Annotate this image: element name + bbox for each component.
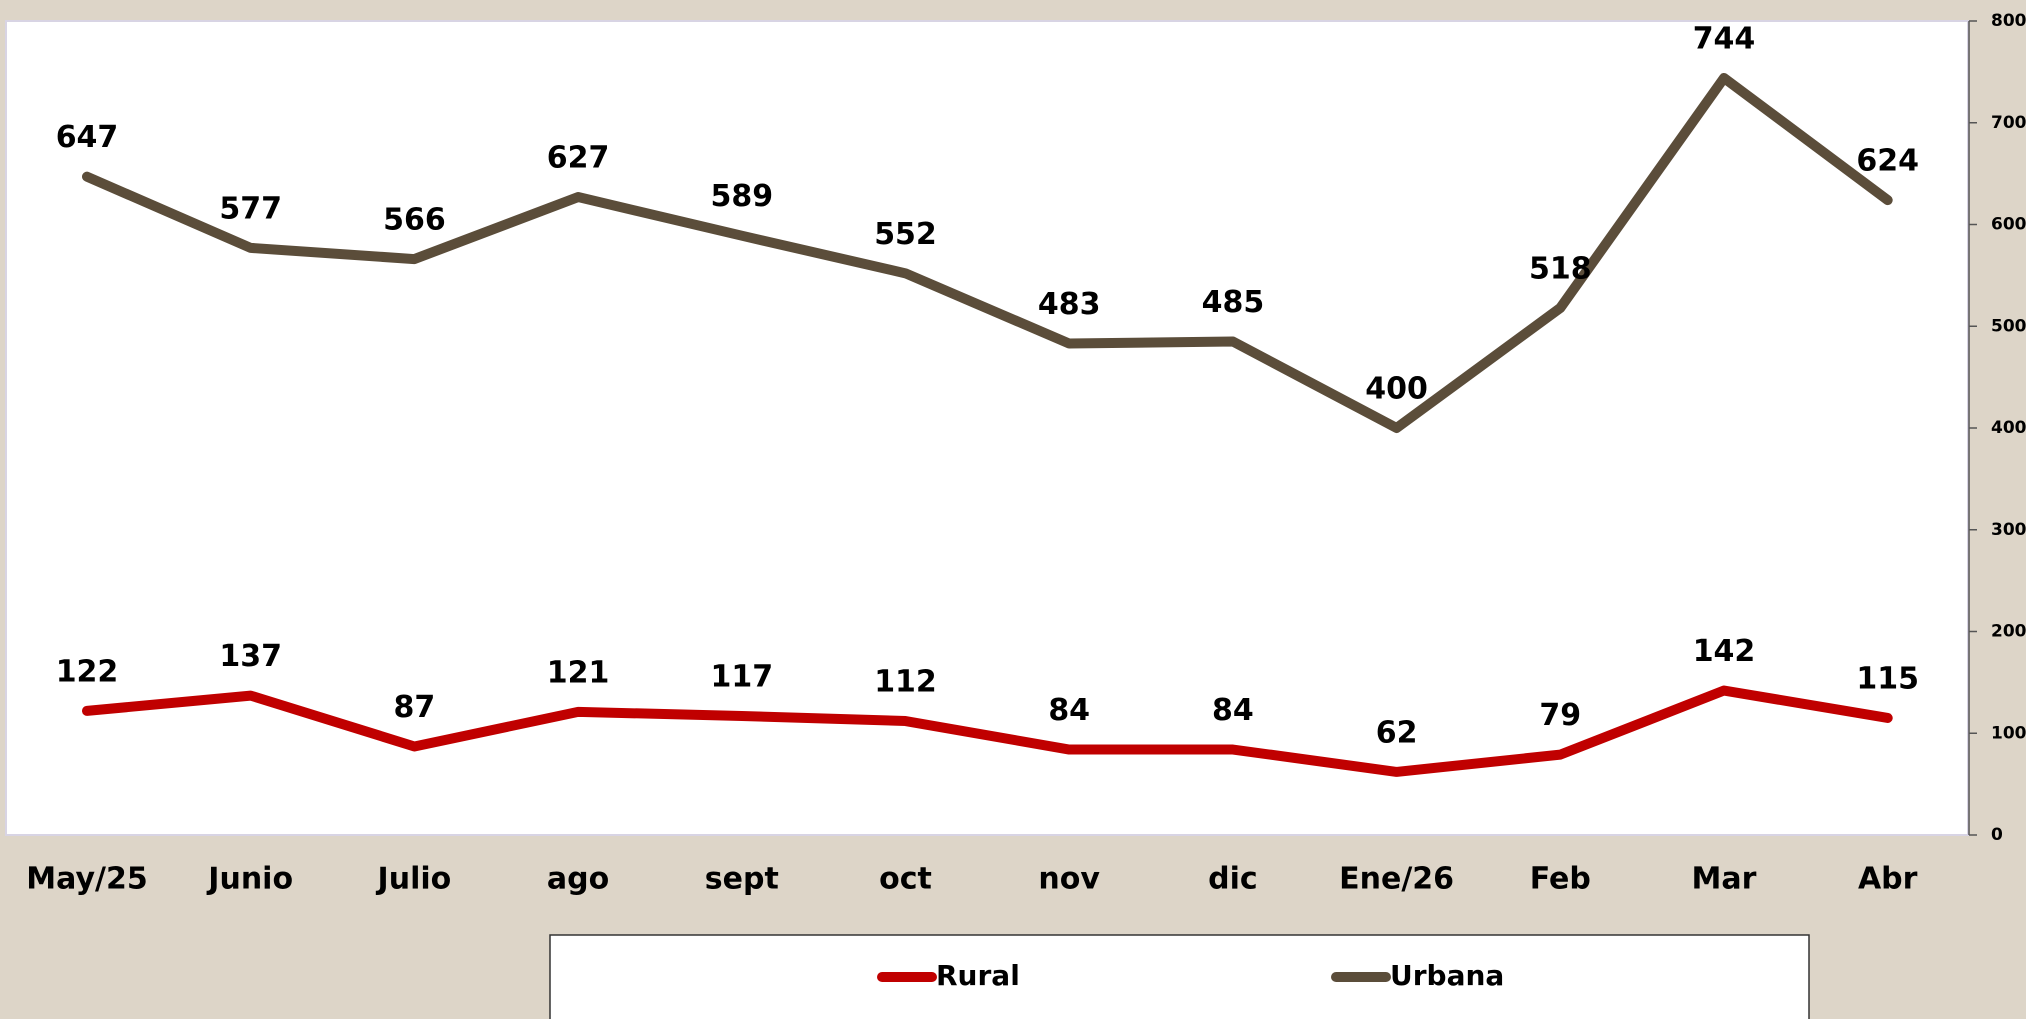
plot-area <box>5 20 1969 836</box>
data-label: 577 <box>219 191 282 226</box>
data-label: 62 <box>1376 715 1418 750</box>
data-label: 647 <box>56 120 119 155</box>
x-tick-label: May/25 <box>26 862 147 897</box>
data-label: 84 <box>1212 693 1254 728</box>
x-tick-label: Mar <box>1692 862 1757 897</box>
legend-label: Rural <box>936 959 1020 992</box>
y-tick-label: 100 <box>1991 723 2026 743</box>
data-label: 566 <box>383 203 446 238</box>
data-label: 627 <box>547 141 610 176</box>
data-label: 485 <box>1202 285 1265 320</box>
data-label: 137 <box>219 639 282 674</box>
x-tick-label: nov <box>1038 862 1100 897</box>
x-tick-label: Julio <box>376 862 452 897</box>
x-tick-label: sept <box>705 862 779 897</box>
x-tick-label: Junio <box>206 862 293 897</box>
y-tick-label: 300 <box>1991 520 2026 540</box>
data-label: 84 <box>1048 693 1090 728</box>
data-label: 112 <box>874 665 937 700</box>
data-label: 483 <box>1038 287 1101 322</box>
data-label: 122 <box>56 654 119 689</box>
x-tick-label: Abr <box>1858 862 1918 897</box>
x-tick-label: Feb <box>1530 862 1591 897</box>
data-label: 79 <box>1539 698 1581 733</box>
y-tick-label: 0 <box>1991 825 2003 845</box>
data-label: 142 <box>1693 634 1756 669</box>
x-tick-label: dic <box>1208 862 1258 897</box>
data-label: 589 <box>710 179 773 214</box>
x-tick-label: ago <box>547 862 609 897</box>
data-label: 400 <box>1365 372 1428 407</box>
y-tick-label: 700 <box>1991 113 2026 133</box>
data-label: 121 <box>547 655 610 690</box>
line-series <box>82 72 1893 433</box>
data-label: 552 <box>874 217 937 252</box>
data-label: 744 <box>1693 21 1756 56</box>
legend-box <box>549 934 1810 1019</box>
y-tick-label: 200 <box>1991 622 2026 642</box>
y-tick-label: 800 <box>1991 11 2026 31</box>
legend-label: Urbana <box>1390 959 1504 992</box>
data-label: 87 <box>394 690 436 725</box>
data-label: 624 <box>1856 144 1919 179</box>
x-tick-label: Ene/26 <box>1339 862 1454 897</box>
y-tick-label: 400 <box>1991 418 2026 438</box>
x-tick-label: oct <box>879 862 932 897</box>
y-tick-label: 600 <box>1991 215 2026 235</box>
data-label: 518 <box>1529 251 1592 286</box>
line-series <box>82 685 1893 777</box>
data-label: 115 <box>1856 661 1919 696</box>
y-tick-label: 500 <box>1991 316 2026 336</box>
data-label: 117 <box>710 659 773 694</box>
